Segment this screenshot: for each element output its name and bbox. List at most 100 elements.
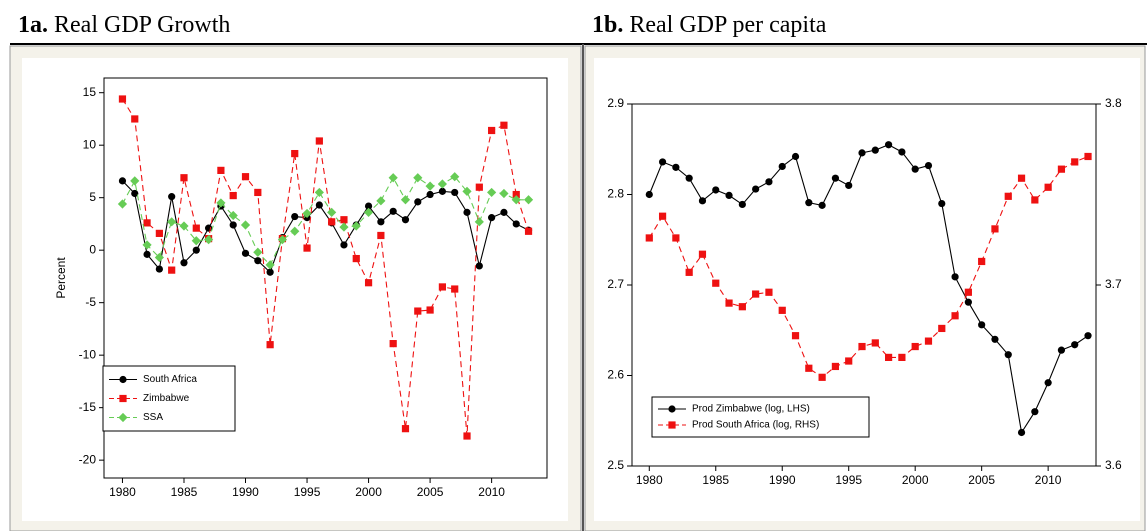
marker — [131, 115, 139, 123]
panel-label: 1b. — [592, 12, 623, 38]
marker — [858, 149, 866, 157]
marker — [1031, 408, 1039, 416]
x-tick-label: 2000 — [902, 473, 929, 487]
marker — [712, 186, 720, 194]
marker — [512, 190, 520, 199]
marker — [924, 161, 933, 170]
marker — [437, 179, 448, 189]
marker — [266, 268, 274, 276]
marker — [426, 306, 434, 314]
marker — [685, 268, 693, 276]
marker — [240, 220, 251, 230]
y-tick-label: 10 — [83, 137, 97, 151]
marker — [1004, 351, 1012, 359]
marker — [254, 188, 262, 197]
marker — [327, 207, 337, 217]
marker — [500, 121, 508, 129]
marker — [645, 190, 653, 199]
marker — [725, 191, 733, 200]
plot-frame — [103, 77, 548, 479]
marker — [1017, 174, 1026, 182]
marker — [1057, 346, 1066, 354]
marker — [487, 187, 497, 198]
marker — [229, 191, 237, 200]
marker — [191, 236, 201, 246]
y2-tick-label: 3.8 — [1105, 96, 1122, 110]
legend-label: Prod Zimbabwe (log, LHS) — [692, 404, 810, 415]
marker — [778, 306, 786, 314]
marker — [266, 341, 274, 349]
x-tick-label: 1985 — [171, 485, 198, 499]
marker — [155, 229, 163, 237]
marker — [818, 201, 826, 209]
marker — [1017, 428, 1026, 437]
marker — [938, 324, 946, 333]
chart-title: Real GDP per capita — [629, 12, 826, 38]
marker — [951, 312, 959, 320]
marker — [964, 288, 972, 296]
marker — [685, 174, 693, 182]
marker — [229, 221, 237, 229]
marker — [450, 172, 460, 182]
marker — [1084, 332, 1092, 340]
y-tick-label: -10 — [79, 347, 97, 361]
marker — [791, 152, 800, 161]
marker — [131, 189, 139, 198]
marker — [118, 177, 127, 185]
y-tick-label: 0 — [89, 242, 96, 256]
marker — [118, 95, 127, 103]
x-tick-label: 1980 — [109, 485, 136, 499]
marker — [254, 257, 262, 265]
marker — [898, 148, 906, 156]
marker — [168, 266, 176, 274]
series-line — [121, 175, 529, 266]
marker — [1044, 379, 1052, 387]
marker — [1071, 341, 1079, 349]
marker — [499, 188, 509, 199]
marker — [291, 212, 299, 221]
x-tick-label: 2005 — [968, 473, 995, 487]
legend-box — [651, 396, 870, 438]
marker — [765, 288, 773, 296]
marker — [253, 247, 263, 257]
marker — [752, 290, 760, 298]
chart-title: Real GDP Growth — [54, 12, 230, 38]
marker — [668, 405, 676, 413]
legend-label: SSA — [143, 412, 163, 423]
marker — [658, 158, 667, 166]
marker — [179, 221, 189, 231]
y2-tick-label: 3.6 — [1105, 458, 1122, 472]
marker — [1084, 152, 1092, 161]
marker — [845, 357, 853, 365]
marker — [831, 174, 840, 182]
series-line — [121, 98, 530, 437]
marker — [738, 200, 746, 209]
marker — [884, 353, 893, 361]
marker — [216, 198, 226, 208]
x-tick-label: 1980 — [636, 473, 663, 487]
marker — [426, 190, 434, 199]
marker — [290, 226, 300, 236]
marker — [414, 307, 422, 315]
marker — [951, 273, 959, 281]
marker — [512, 220, 520, 228]
marker — [805, 364, 813, 372]
panel-heading: 1b. Real GDP per capita — [592, 12, 827, 38]
series-line — [648, 155, 1089, 378]
y-tick-label: 2.5 — [607, 458, 624, 472]
marker — [389, 207, 397, 215]
marker — [791, 332, 800, 340]
marker — [1071, 158, 1079, 166]
marker — [645, 234, 653, 242]
y2-tick-label: 3.7 — [1105, 277, 1122, 291]
x-tick-label: 1990 — [232, 485, 259, 499]
plot-bg-b — [594, 58, 1140, 521]
marker — [217, 166, 225, 174]
x-tick-label: 1995 — [835, 473, 862, 487]
marker — [462, 186, 472, 196]
panel-label: 1a. — [18, 12, 48, 38]
marker — [924, 337, 933, 345]
marker — [363, 207, 374, 217]
marker — [991, 225, 999, 233]
